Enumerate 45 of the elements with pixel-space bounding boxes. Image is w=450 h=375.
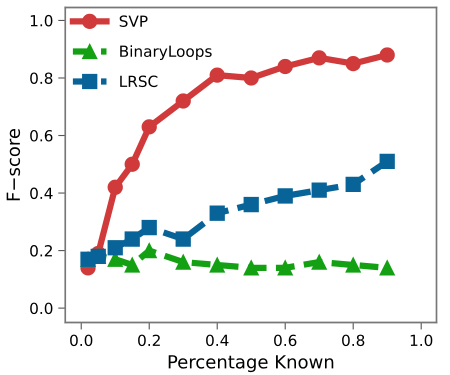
x-tick-label: 0.6 <box>274 334 296 346</box>
point <box>142 220 157 236</box>
legend-label: SVP <box>120 15 148 27</box>
point <box>124 156 140 172</box>
point <box>278 188 293 204</box>
point <box>244 196 259 212</box>
y-tick-label: 0.0 <box>30 302 52 314</box>
point <box>124 231 140 247</box>
point <box>176 231 191 247</box>
point <box>346 257 361 273</box>
point <box>108 240 123 256</box>
y-axis-title: F−score <box>6 128 20 200</box>
y-tick-label: 0.2 <box>30 245 52 257</box>
point <box>244 70 259 86</box>
x-tick-label: 1.0 <box>410 334 432 346</box>
point <box>210 206 225 221</box>
legend-label: BinaryLoops <box>120 45 212 60</box>
point <box>312 182 327 198</box>
point <box>380 260 395 276</box>
point <box>176 254 191 270</box>
point <box>210 257 225 273</box>
point <box>142 119 157 135</box>
point <box>278 260 293 276</box>
y-tick-label: 1.0 <box>30 14 52 26</box>
point <box>312 254 327 270</box>
point <box>244 260 259 276</box>
x-tick-label: 0.8 <box>342 334 364 346</box>
y-tick-label: 0.6 <box>30 130 52 142</box>
x-tick-label: 0.2 <box>138 334 160 346</box>
point <box>278 58 293 74</box>
point <box>176 93 191 109</box>
y-tick-label: 0.8 <box>30 72 52 84</box>
point <box>380 154 395 170</box>
point <box>346 56 361 72</box>
x-tick-label: 0.4 <box>206 334 229 346</box>
point <box>346 176 361 192</box>
point <box>312 50 327 66</box>
point <box>124 257 140 273</box>
point <box>380 47 395 63</box>
x-tick-label: 0.0 <box>70 334 92 346</box>
x-axis-title: Percentage Known <box>168 355 334 372</box>
y-tick-label: 0.4 <box>30 188 53 200</box>
legend-label: LRSC <box>120 76 158 88</box>
point <box>108 180 123 195</box>
point <box>210 67 225 83</box>
